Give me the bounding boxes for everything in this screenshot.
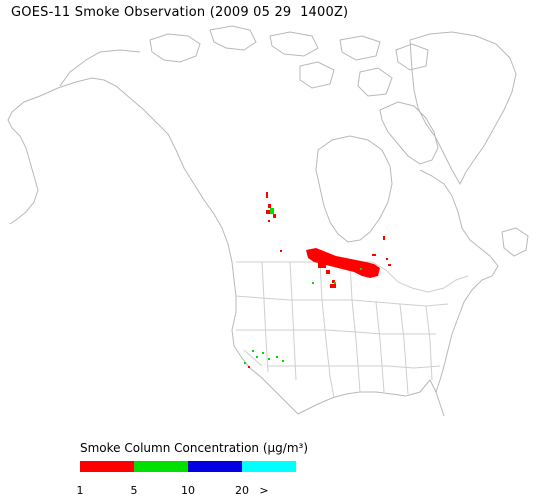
legend-tick-10: 10 bbox=[181, 484, 195, 497]
legend-tick-greater: > bbox=[259, 484, 269, 497]
legend-segment-5-10 bbox=[134, 461, 188, 472]
legend-tick-20: 20 bbox=[235, 484, 249, 497]
state-boundaries bbox=[235, 261, 469, 399]
legend-segment-10-20 bbox=[188, 461, 242, 472]
legend-segment-1-5 bbox=[80, 461, 134, 472]
legend-color-bar bbox=[80, 461, 296, 472]
legend-tick-1: 1 bbox=[76, 484, 84, 497]
legend-tick-5: 5 bbox=[130, 484, 138, 497]
map-title: GOES-11 Smoke Observation (2009 05 29 14… bbox=[11, 5, 349, 20]
legend-segment-20-plus bbox=[242, 461, 296, 472]
smoke-plumes bbox=[244, 192, 391, 368]
legend-title: Smoke Column Concentration (μg/m³) bbox=[80, 441, 308, 455]
